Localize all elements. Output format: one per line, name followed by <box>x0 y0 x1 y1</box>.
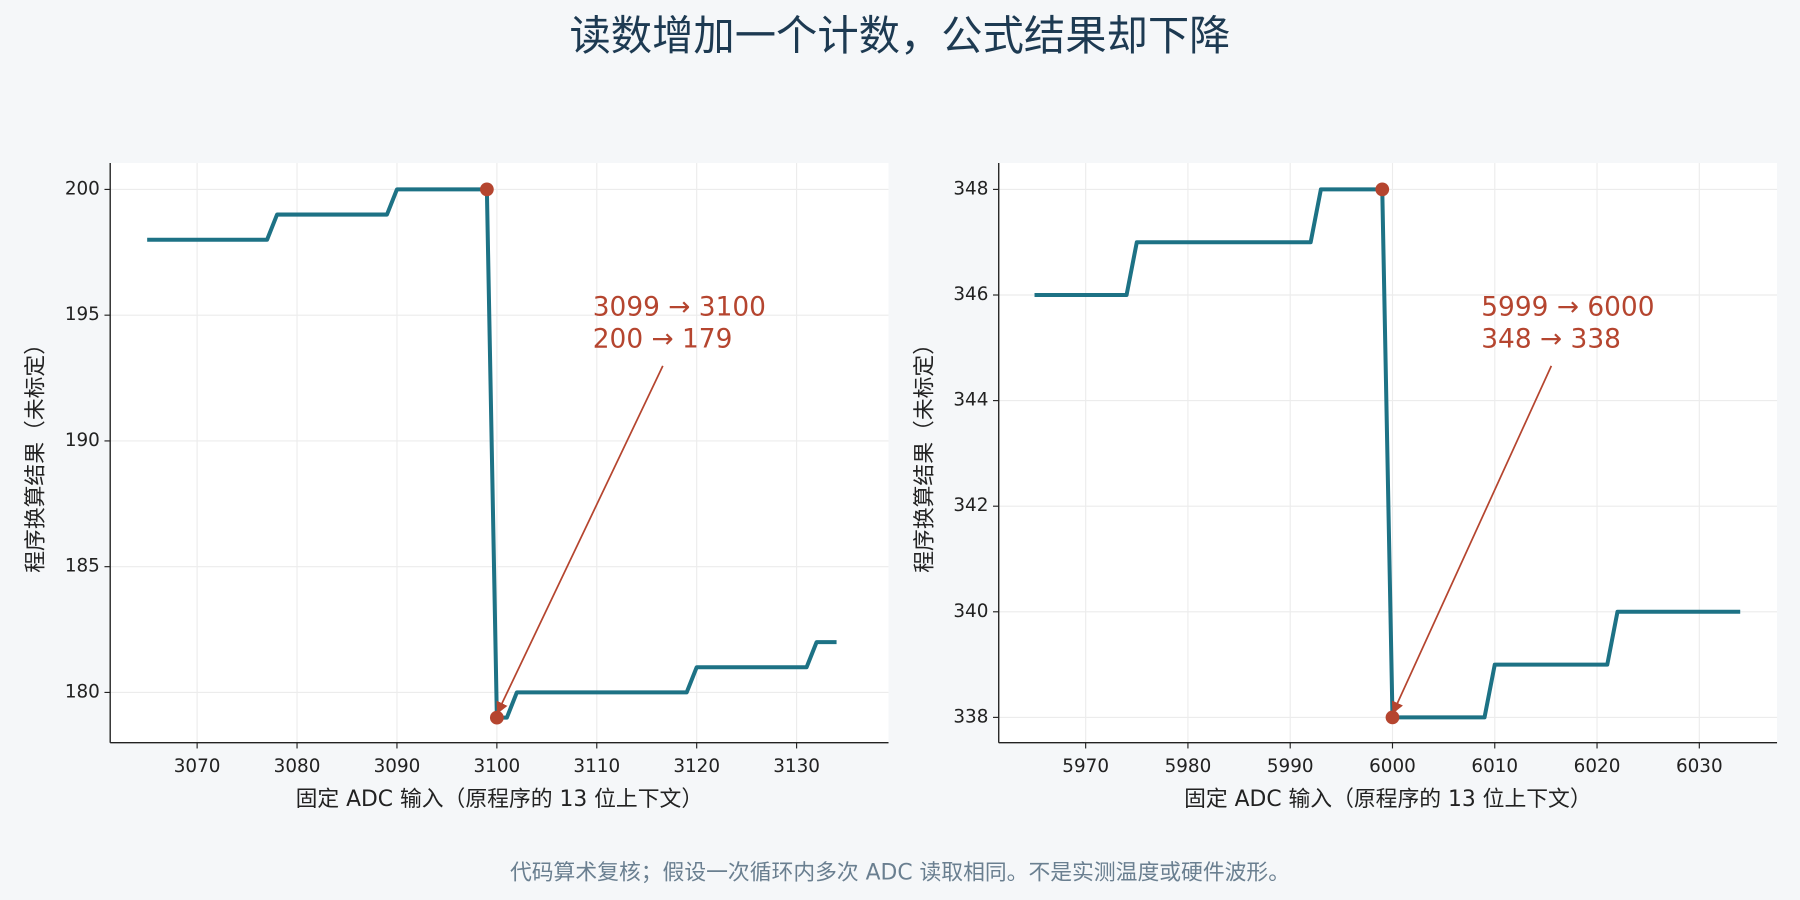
y-axis-label: 程序换算结果（未标定） <box>24 333 49 573</box>
x-tick-label: 3130 <box>773 756 820 777</box>
x-tick-label: 3090 <box>374 756 421 777</box>
panel: 338 340 342 344 346 348 5970 5980 5990 6000 6010 60… <box>912 163 1778 812</box>
x-tick-label: 6010 <box>1471 756 1518 777</box>
x-tick-label: 3110 <box>573 756 620 777</box>
y-tick-label: 338 <box>953 706 988 727</box>
x-tick-label: 6000 <box>1369 756 1416 777</box>
annotation-text: 3099 → 3100 <box>593 291 766 322</box>
x-tick-label: 3100 <box>473 756 520 777</box>
y-tick-label: 346 <box>953 284 988 305</box>
data-line <box>1034 187 1741 720</box>
y-tick-label: 342 <box>953 495 988 516</box>
highlight-point <box>1385 710 1400 725</box>
x-tick-label: 3120 <box>673 756 720 777</box>
x-tick-label: 3080 <box>274 756 321 777</box>
y-tick-label: 344 <box>953 390 988 411</box>
figure-title: 读数增加一个计数，公式结果却下降 <box>570 12 1231 60</box>
x-tick-label: 5970 <box>1062 756 1109 777</box>
highlight-point <box>489 710 504 725</box>
y-tick-label: 200 <box>65 178 100 199</box>
y-tick-label: 340 <box>953 601 988 622</box>
annotation-text: 200 → 179 <box>593 324 733 355</box>
x-tick-label: 5990 <box>1267 756 1314 777</box>
y-tick-label: 348 <box>953 178 988 199</box>
y-tick-label: 180 <box>65 681 100 702</box>
highlight-point <box>1375 182 1390 197</box>
x-tick-label: 6020 <box>1574 756 1621 777</box>
footnote: 代码算术复核；假设一次循环内多次 ADC 读取相同。不是实测温度或硬件波形。 <box>510 861 1290 886</box>
annotation-arrow <box>1391 365 1553 715</box>
annotation-text: 5999 → 6000 <box>1481 291 1654 322</box>
x-axis-label: 固定 ADC 输入（原程序的 13 位上下文） <box>1184 787 1592 812</box>
panel: 180 185 190 195 200 3070 3080 3090 3100 3110 3120 3… <box>24 163 889 812</box>
annotation-arrow <box>496 365 664 715</box>
plot-area <box>110 163 889 743</box>
data-line <box>147 187 837 720</box>
x-tick-label: 3070 <box>174 756 221 777</box>
x-tick-label: 6030 <box>1676 756 1723 777</box>
x-tick-label: 5980 <box>1165 756 1212 777</box>
y-tick-label: 190 <box>65 430 100 451</box>
x-axis-label: 固定 ADC 输入（原程序的 13 位上下文） <box>296 787 704 812</box>
y-tick-label: 185 <box>65 556 100 577</box>
y-tick-label: 195 <box>65 304 100 325</box>
annotation-text: 348 → 338 <box>1481 324 1621 355</box>
highlight-point <box>479 182 494 197</box>
y-axis-label: 程序换算结果（未标定） <box>912 333 937 573</box>
